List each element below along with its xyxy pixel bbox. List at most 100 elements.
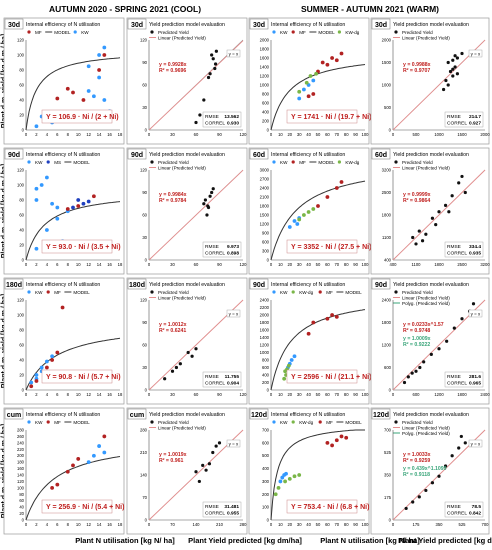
data-point — [201, 463, 205, 467]
data-point — [444, 78, 448, 83]
fit-line — [392, 169, 486, 261]
x-tick-label: 0 — [148, 132, 151, 137]
y-tick-label: 80 — [19, 328, 24, 333]
correl-label: CORREL — [205, 251, 225, 257]
correl-label: CORREL — [205, 381, 225, 387]
x-tick-label: 12 — [86, 262, 91, 267]
data-point — [446, 83, 450, 87]
y-tick-label: 100 — [17, 485, 25, 490]
y-tick-label: 40 — [19, 505, 24, 510]
legend-label: Predicted Yield — [402, 420, 433, 425]
legend-label: MODEL — [345, 290, 362, 295]
data-point — [446, 60, 450, 65]
legend-entry: MODEL — [64, 420, 90, 425]
data-point-kw — [302, 87, 306, 92]
data-point-kw — [311, 78, 316, 83]
data-point-kw — [278, 479, 283, 484]
y-tick-label: 900 — [262, 231, 270, 236]
panel-tag-box — [4, 18, 24, 30]
legend-entry: MODEL — [336, 290, 362, 295]
y-tick-label: 60 — [142, 83, 147, 88]
y-tick-label: 20 — [19, 113, 24, 118]
y-tick-label: 160 — [17, 466, 25, 471]
y-tick-label: 1800 — [382, 320, 392, 325]
legend-label: KW — [280, 30, 288, 35]
x-tick-label: 0 — [25, 522, 28, 527]
panel-tag: 60d — [253, 152, 265, 159]
data-point — [210, 53, 214, 57]
x-tick-label: 6 — [56, 392, 59, 397]
legend-label: MS — [54, 160, 61, 165]
legend-label: Linear (Predicted Yield) — [402, 426, 450, 431]
x-tick-label: 70 — [334, 262, 339, 267]
x-tick-label: 120 — [240, 392, 248, 397]
panel-title: Yield prediction model evaluation — [393, 282, 469, 288]
data-point-mf — [325, 440, 330, 445]
x-tick-label: 0 — [25, 392, 28, 397]
data-point-kw — [44, 359, 49, 364]
x-tick-label: 1100 — [411, 262, 421, 267]
legend-entry: Predicted Yield — [394, 420, 433, 425]
data-point — [451, 74, 455, 78]
y-tick-label: 600 — [262, 240, 270, 245]
panel-title: Yield prediction model evaluation — [393, 152, 469, 158]
x-tick-label: 6 — [56, 132, 59, 137]
y-tick-label: 300 — [262, 249, 270, 254]
panel-3: 30d Yield prediction model evaluation Pred… — [370, 17, 490, 145]
rmse-label: RMSE — [205, 374, 219, 380]
legend-marker — [46, 420, 50, 424]
equation-box — [41, 369, 113, 384]
y-tick-label: 1600 — [260, 56, 270, 61]
data-point-kw — [50, 354, 55, 359]
y-tick-label: 500 — [262, 453, 270, 458]
legend-label: KW-dg — [345, 30, 359, 35]
data-point-kw-dg — [311, 207, 316, 211]
data-point — [459, 434, 463, 439]
data-point-ms — [76, 198, 81, 202]
legend-label: Linear (Predicted Yield) — [158, 166, 206, 171]
legend-entry: KW — [27, 290, 43, 295]
panel-title: Yield prediction model evaluation — [149, 22, 225, 28]
data-point — [417, 495, 421, 499]
legend-label: Linear (Predicted Yield) — [402, 166, 450, 171]
fit-equation-poly: R² = 0.9222 — [403, 342, 430, 348]
legend-label: KW — [35, 160, 43, 165]
y-tick-label: 120 — [17, 479, 25, 484]
legend-entry: KW-dg — [337, 30, 360, 35]
stats-box — [444, 501, 484, 518]
legend-label: KW-dg — [299, 290, 313, 295]
y-tick-label: 1200 — [382, 343, 392, 348]
x-tick-label: 60 — [325, 132, 330, 137]
data-point-kw-dg — [292, 474, 297, 479]
y-tick-label: 0 — [267, 388, 270, 393]
x-tick-label: 90 — [217, 132, 222, 137]
x-tick-label: 90 — [217, 392, 222, 397]
x-tick-label: 10 — [278, 392, 283, 397]
legend-marker — [291, 160, 295, 164]
legend-label: Predicted Yield — [158, 420, 189, 425]
x-tick-label: 4 — [46, 262, 49, 267]
y-tick-label: 1200 — [260, 74, 270, 79]
x-tick-label: 50 — [316, 522, 321, 527]
y-tick-label: 120 — [140, 38, 148, 43]
x-tick-label: 6 — [56, 262, 59, 267]
legend-entry: MF — [318, 420, 333, 425]
fit-equation: y = 0.0233x^1.57 — [403, 322, 444, 328]
data-point — [442, 87, 446, 92]
model-curve — [25, 201, 121, 261]
panel-tag: 30d — [253, 22, 265, 29]
fit-equation: y = 0.9988x — [403, 62, 431, 68]
data-point-kw — [289, 358, 294, 362]
legend-entry: Predicted Yield — [150, 420, 189, 425]
panel-title: Internal efficiency of N utilisation — [271, 412, 345, 418]
x-tick-label: 0 — [270, 522, 273, 527]
y-tick-label: 0 — [145, 128, 148, 133]
legend-marker — [150, 420, 154, 424]
y-tick-label: 0 — [145, 518, 148, 523]
panel-tag-box — [249, 408, 269, 420]
data-point — [424, 232, 428, 236]
panel-title: Internal efficiency of N utilisation — [26, 412, 100, 418]
y-tick-label: 0 — [22, 258, 25, 263]
rmse-value: 11.755 — [225, 374, 240, 380]
data-point-mf — [65, 207, 70, 211]
